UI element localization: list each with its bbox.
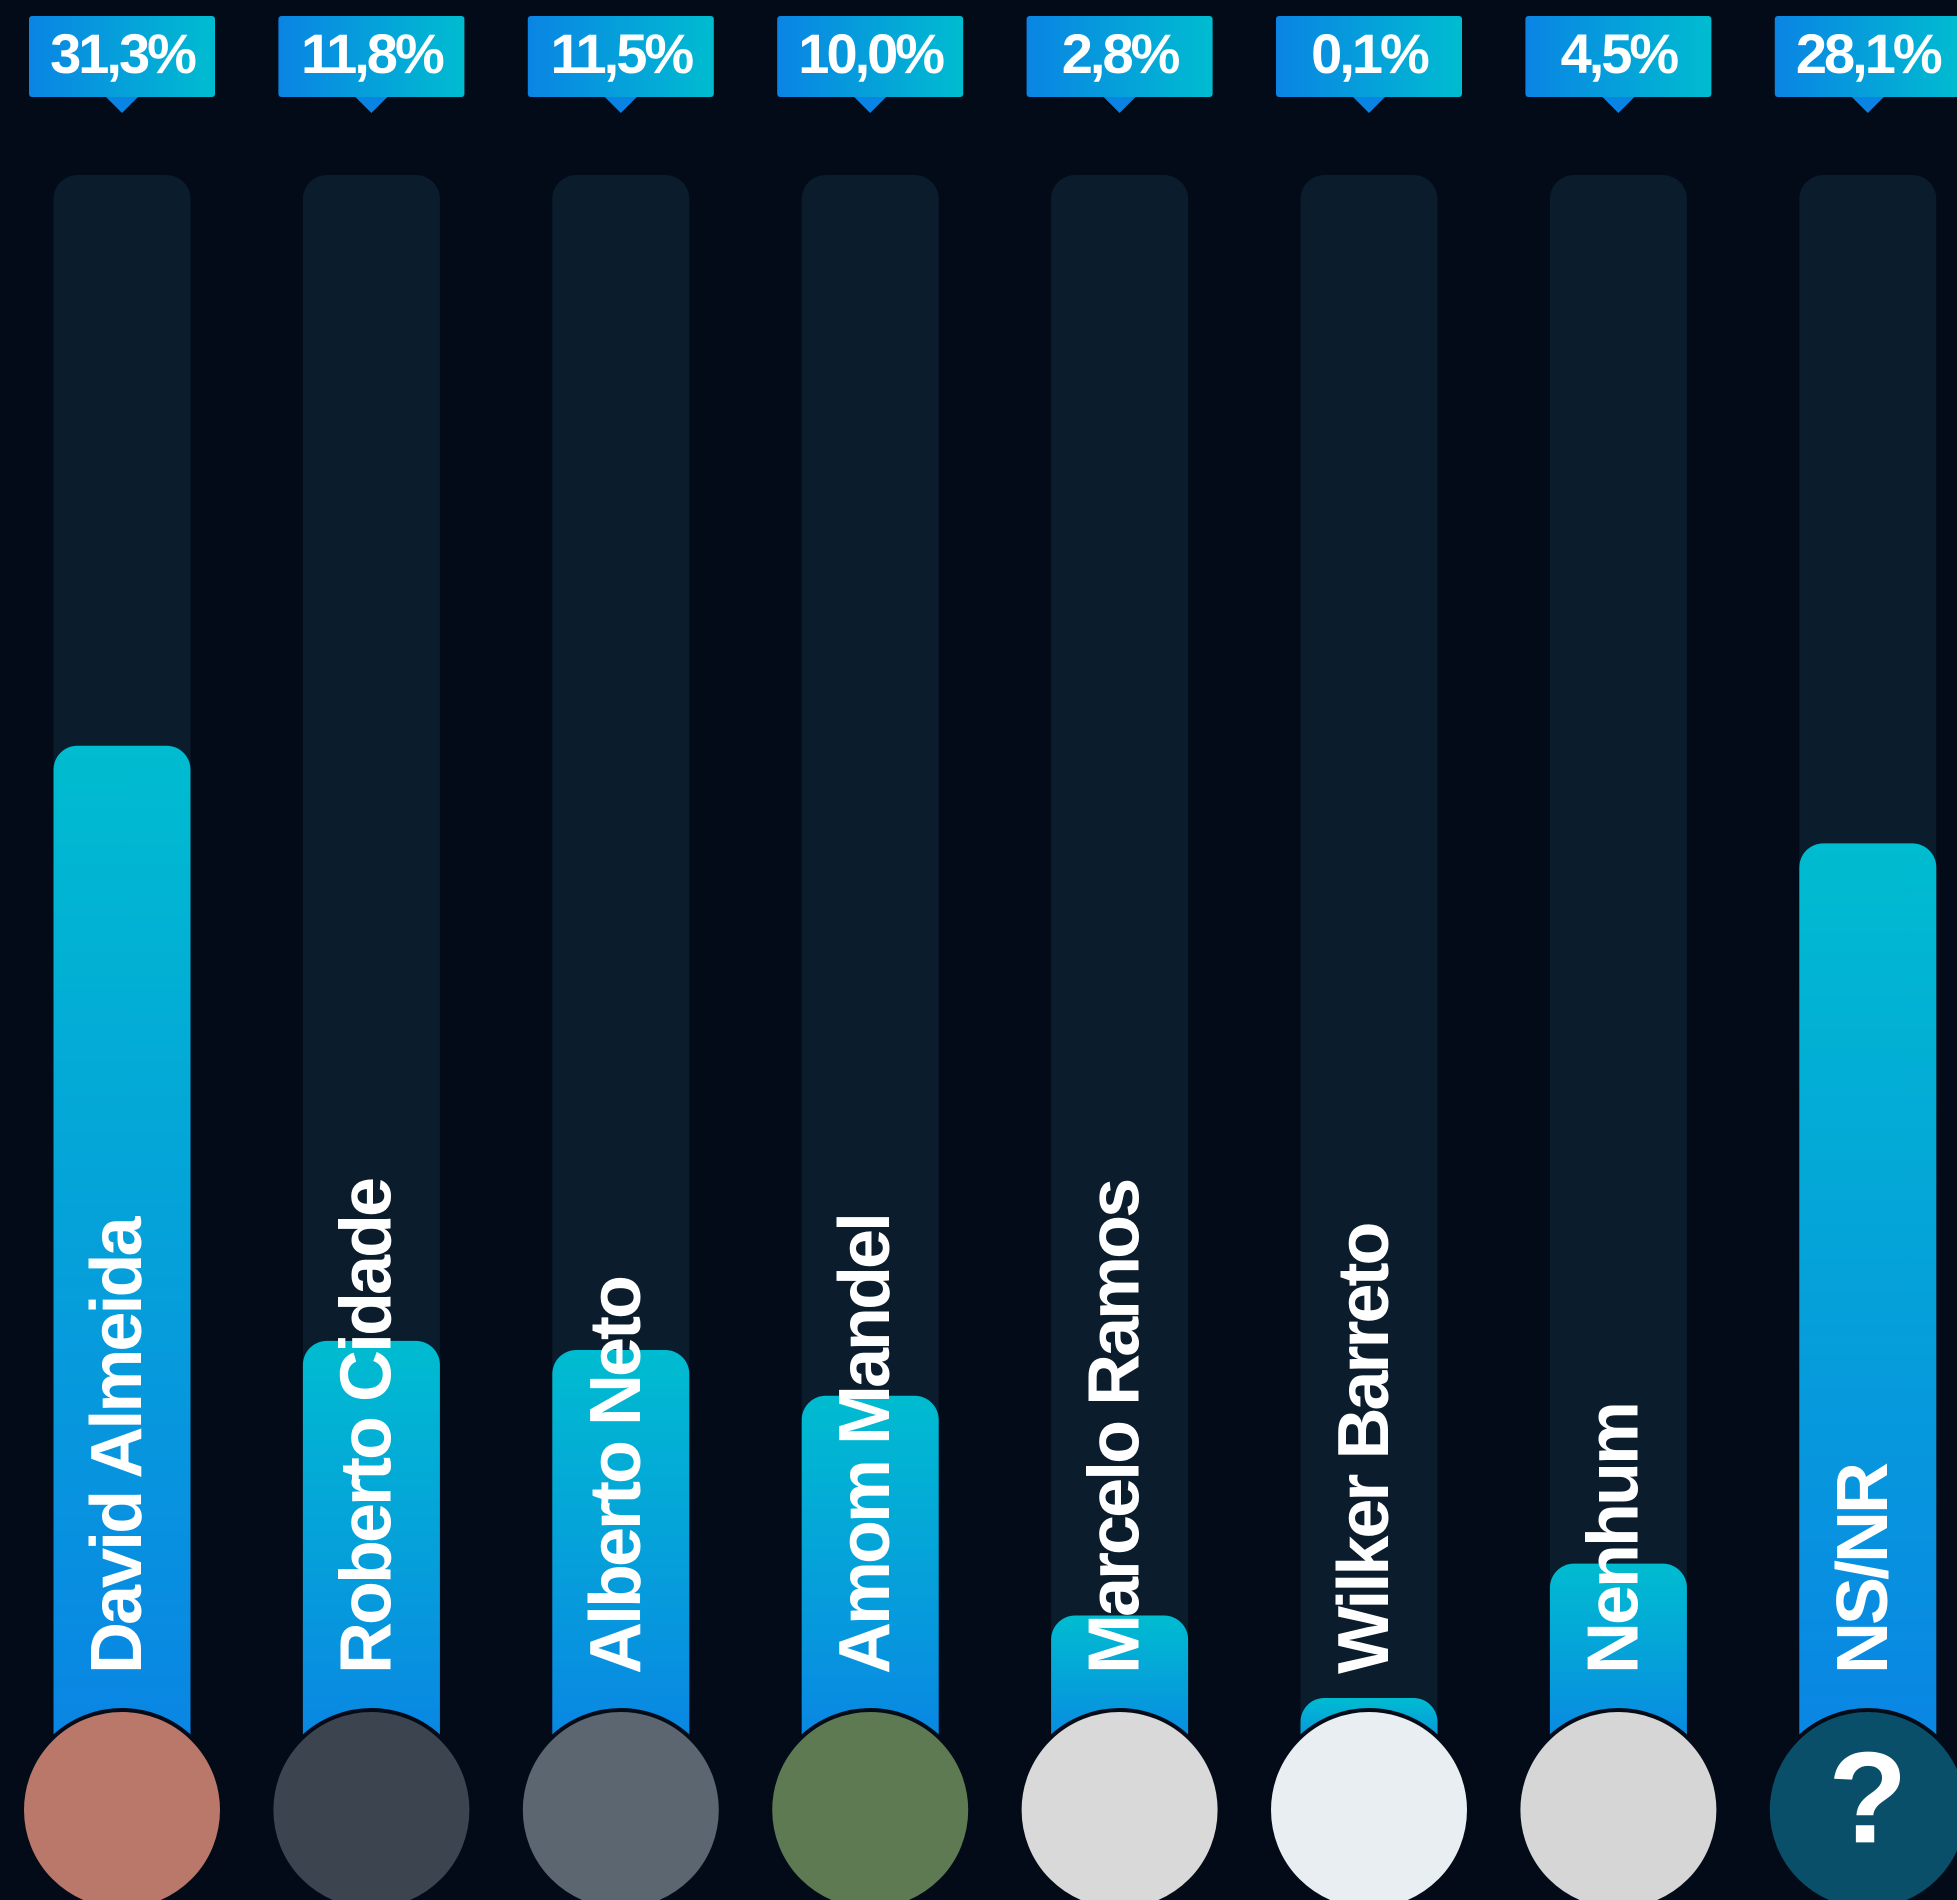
avatar <box>768 1708 973 1900</box>
value-label: 28,1% <box>1796 22 1942 85</box>
avatar <box>1765 1708 1957 1900</box>
avatar <box>1017 1708 1222 1900</box>
value-tag-pointer <box>106 97 138 113</box>
value-label: 10,0% <box>798 22 944 85</box>
value-tag <box>527 16 714 97</box>
value-tag <box>1525 16 1712 97</box>
bar-track <box>1549 175 1687 1775</box>
value-label: 0,1% <box>1311 22 1429 85</box>
value-tag-pointer <box>1851 97 1884 113</box>
value-tag-pointer <box>1602 97 1635 113</box>
bar <box>1549 1563 1687 1760</box>
no-answer-icon: ? <box>1828 1724 1907 1870</box>
bar-track <box>1051 175 1189 1775</box>
category-label: Roberto Cidade <box>326 1179 406 1674</box>
category-label: Marcelo Ramos <box>1075 1180 1155 1674</box>
bar <box>552 1350 690 1760</box>
value-label: 31,3% <box>50 22 196 85</box>
value-tag <box>29 16 215 97</box>
bar <box>53 745 191 1760</box>
value-tag-pointer <box>1353 97 1385 113</box>
value-label: 11,8% <box>301 22 444 85</box>
value-tag <box>777 16 964 97</box>
value-tag <box>1026 16 1213 97</box>
bar <box>1799 843 1937 1760</box>
value-label: 11,5% <box>550 22 693 85</box>
bar <box>302 1340 440 1760</box>
value-tag <box>278 16 465 97</box>
category-label: Nenhum <box>1573 1404 1653 1674</box>
value-label: 2,8% <box>1062 22 1180 85</box>
value-tag-pointer <box>355 97 388 113</box>
value-tag <box>1276 16 1462 97</box>
avatar <box>269 1708 474 1900</box>
bar-track <box>801 175 939 1775</box>
value-label: 4,5% <box>1561 22 1679 85</box>
category-label: NS/NR <box>1823 1463 1903 1674</box>
value-tag-pointer <box>854 97 887 113</box>
bar-track <box>1300 175 1438 1775</box>
value-tag-pointer <box>604 97 637 113</box>
avatar <box>1267 1708 1471 1900</box>
value-tag-pointer <box>1103 97 1136 113</box>
bar <box>801 1395 939 1760</box>
category-label: David Almeida <box>77 1216 157 1674</box>
category-label: Wilker Barreto <box>1324 1223 1404 1674</box>
avatar <box>1516 1708 1721 1900</box>
category-label: Alberto Neto <box>576 1277 656 1674</box>
avatar <box>518 1708 723 1900</box>
value-tag <box>1774 16 1957 97</box>
avatar <box>20 1708 224 1900</box>
category-label: Amom Mandel <box>825 1215 905 1674</box>
